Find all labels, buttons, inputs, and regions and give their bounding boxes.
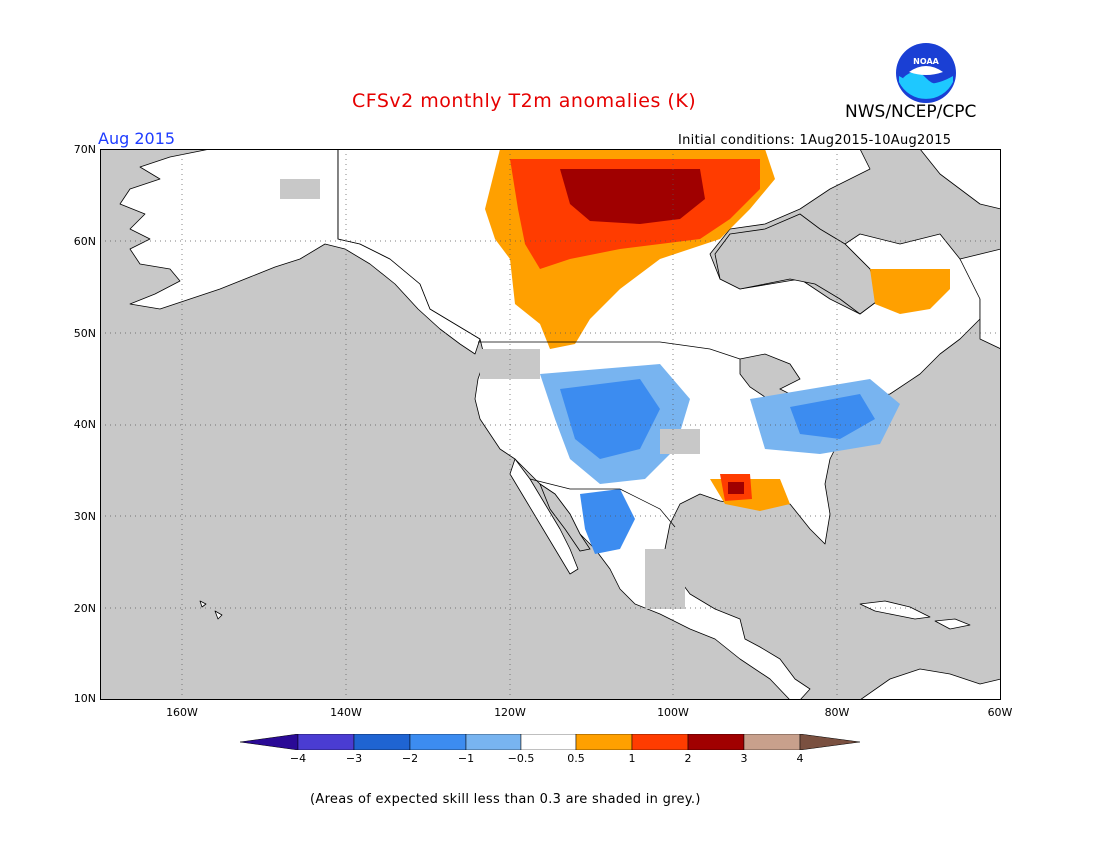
lat-label-70n: 70N — [73, 143, 96, 156]
graticule — [100, 149, 1001, 700]
colorbar-cell — [575, 734, 633, 750]
lat-label-20n: 20N — [73, 602, 96, 615]
colorbar-label: −3 — [345, 752, 363, 765]
colorbar-label: −4 — [289, 752, 307, 765]
warm-gulf-coast-dark — [728, 482, 744, 494]
colorbar-label: −0.5 — [507, 752, 535, 765]
colorbar-cell — [240, 734, 299, 750]
colorbar-cell — [799, 734, 861, 750]
us-mexico-border — [529, 478, 676, 528]
colorbar-cell — [631, 734, 689, 750]
map-title: CFSv2 monthly T2m anomalies (K) — [352, 90, 697, 112]
colorbar-label: 4 — [796, 752, 804, 765]
colorbar-cell — [353, 734, 411, 750]
lat-label-50n: 50N — [73, 327, 96, 340]
anomaly-map — [100, 149, 1001, 700]
colorbar-cell — [687, 734, 745, 750]
colorbar-label: 1 — [628, 752, 636, 765]
us-canada-border — [478, 341, 741, 360]
noaa-logo: NOAA — [895, 42, 957, 104]
hudson-bay — [714, 213, 881, 315]
colorbar-cell — [297, 734, 355, 750]
noaa-logo-text: NOAA — [913, 57, 939, 66]
colorbar-label: −1 — [457, 752, 475, 765]
land-baja — [509, 458, 579, 575]
colorbar-cell — [465, 734, 522, 750]
anomaly-shading — [485, 149, 950, 554]
land-hispaniola — [934, 618, 971, 630]
colorbar — [240, 734, 862, 750]
lon-label-80w: 80W — [824, 706, 850, 719]
lon-label-60w: 60W — [987, 706, 1013, 719]
warm-quebec — [870, 269, 950, 314]
land-cuba — [859, 600, 931, 620]
colorbar-label: −2 — [401, 752, 419, 765]
cool-mexico — [580, 489, 635, 554]
cool-east-inner — [790, 394, 875, 439]
colorbar-label: 3 — [740, 752, 748, 765]
borders — [337, 149, 741, 528]
colorbar-cell — [743, 734, 801, 750]
organization-label: NWS/NCEP/CPC — [845, 102, 977, 122]
land-greenland — [919, 149, 1001, 210]
lat-label-60n: 60N — [73, 235, 96, 248]
skill-note: (Areas of expected skill less than 0.3 a… — [310, 792, 701, 807]
land-labrador — [959, 248, 1001, 350]
land-south-america — [859, 668, 1001, 700]
lat-label-30n: 30N — [73, 510, 96, 523]
inland-water — [539, 213, 881, 552]
lat-label-40n: 40N — [73, 418, 96, 431]
land-hawaii — [199, 600, 223, 620]
forecast-month: Aug 2015 — [98, 129, 176, 148]
cool-rockies-inner — [560, 379, 660, 459]
colorbar-label: 0.5 — [567, 752, 585, 765]
lon-label-160w: 160W — [166, 706, 198, 719]
colorbar-label: 2 — [684, 752, 692, 765]
lon-label-100w: 100W — [657, 706, 689, 719]
warm-canada-core — [560, 169, 705, 224]
lon-label-120w: 120W — [494, 706, 526, 719]
colorbar-cell — [409, 734, 467, 750]
colorbar-cell — [520, 734, 577, 750]
lon-label-140w: 140W — [330, 706, 362, 719]
lat-label-10n: 10N — [73, 692, 96, 705]
initial-conditions: Initial conditions: 1Aug2015-10Aug2015 — [678, 133, 952, 148]
